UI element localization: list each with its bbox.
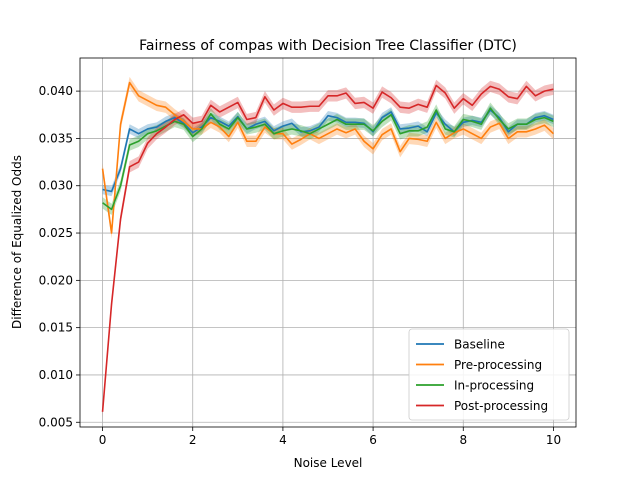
legend-box [408, 328, 570, 421]
y-tick-label: 0.005 [39, 415, 73, 429]
x-tick-label: 4 [279, 433, 287, 447]
legend-label-in-processing: In-processing [454, 379, 534, 393]
legend-label-post-processing: Post-processing [454, 399, 548, 413]
series-lines [101, 81, 554, 412]
y-tick-label: 0.030 [39, 179, 73, 193]
grid [80, 58, 576, 427]
x-axis-label: Noise Level [294, 456, 363, 470]
y-tick-label: 0.010 [39, 368, 73, 382]
x-tick-label: 8 [459, 433, 467, 447]
y-tick-label: 0.025 [39, 226, 73, 240]
baseline-line [102, 109, 554, 193]
x-tick-label: 10 [546, 433, 561, 447]
in-processing-line [102, 107, 554, 211]
legend: Baseline Pre-processing In-processing Post-… [408, 328, 570, 421]
y-tick-label: 0.015 [39, 321, 73, 335]
legend-label-baseline: Baseline [454, 338, 505, 352]
post-processing-line [101, 84, 554, 412]
x-tick-label: 6 [369, 433, 377, 447]
y-axis-label: Difference of Equalized Odds [10, 155, 24, 329]
x-tick-label: 0 [99, 433, 107, 447]
plot-frame [79, 57, 577, 428]
chart-title: Fairness of compas with Decision Tree Cl… [139, 38, 517, 54]
legend-label-pre-processing: Pre-processing [454, 358, 542, 372]
y-tick-label: 0.035 [39, 131, 73, 145]
x-axis-ticks: 0 2 4 6 8 10 [99, 427, 561, 447]
pre-processing-line [101, 81, 554, 234]
y-tick-label: 0.020 [39, 273, 73, 287]
y-tick-label: 0.040 [39, 84, 73, 98]
y-axis-ticks: 0.005 0.010 0.015 0.020 0.025 0.030 0.035 0.040 [39, 84, 80, 429]
x-tick-label: 2 [189, 433, 197, 447]
